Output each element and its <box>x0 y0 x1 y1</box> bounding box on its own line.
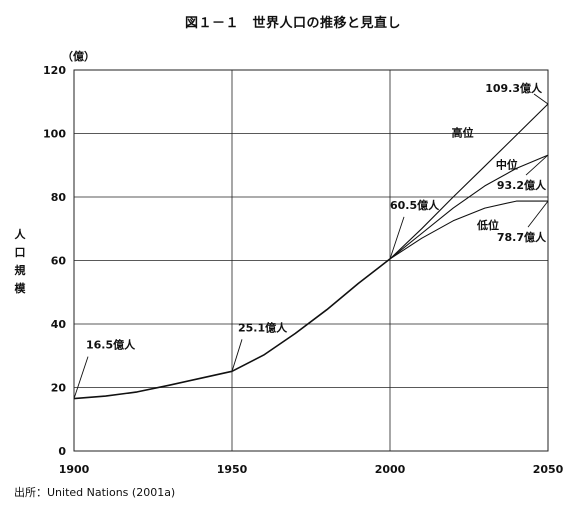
series-line <box>389 200 548 260</box>
data-label: 109.3億人 <box>485 81 543 95</box>
x-tick-label: 1950 <box>217 463 248 476</box>
annotation-leader <box>389 216 405 260</box>
data-label: 25.1億人 <box>238 320 288 334</box>
series-line <box>389 103 549 260</box>
series-lines <box>73 103 549 400</box>
x-tick-label: 2050 <box>533 463 564 476</box>
y-axis-label-char: 規 <box>15 263 26 277</box>
y-tick-label: 20 <box>51 382 67 395</box>
data-label: 16.5億人 <box>86 338 136 352</box>
series-name-label: 高位 <box>452 126 474 140</box>
annotation-leader <box>533 93 549 105</box>
y-axis-label-char: 模 <box>15 281 27 295</box>
y-axis-label-char: 人 <box>15 227 27 241</box>
y-tick-label: 100 <box>43 128 66 141</box>
y-tick-label: 80 <box>51 191 67 204</box>
tick-labels: 0 20 40 60 80 100 120 1900 1950 2000 2050 <box>43 64 564 476</box>
series-line <box>389 154 549 260</box>
source-note: 出所：United Nations (2001a) <box>14 486 176 499</box>
y-tick-label: 40 <box>51 318 67 331</box>
annotation-leader <box>73 356 89 399</box>
annotation-leader <box>231 339 243 372</box>
data-label: 60.5億人 <box>390 198 440 212</box>
y-tick-label: 60 <box>51 255 67 268</box>
y-axis-label-char: 口 <box>15 246 26 259</box>
data-label: 78.7億人 <box>497 230 547 244</box>
chart-title: 図１－１ 世界人口の推移と見直し <box>184 16 401 31</box>
grid <box>73 69 549 452</box>
series-name-label: 中位 <box>496 157 518 171</box>
annotation-leader <box>527 200 549 228</box>
x-tick-label: 1900 <box>59 463 90 476</box>
x-tick-label: 2000 <box>375 463 406 476</box>
y-tick-label: 120 <box>43 64 66 77</box>
data-label: 93.2億人 <box>497 178 547 192</box>
series-name-label: 低位 <box>476 218 499 232</box>
annotation-leader <box>525 154 549 176</box>
y-unit-label: （億） <box>62 49 95 63</box>
y-tick-label: 0 <box>58 445 66 458</box>
annotations: 16.5億人 25.1億人 60.5億人 109.3億人 93.2億人 78.7億人 高位中… <box>73 81 549 399</box>
